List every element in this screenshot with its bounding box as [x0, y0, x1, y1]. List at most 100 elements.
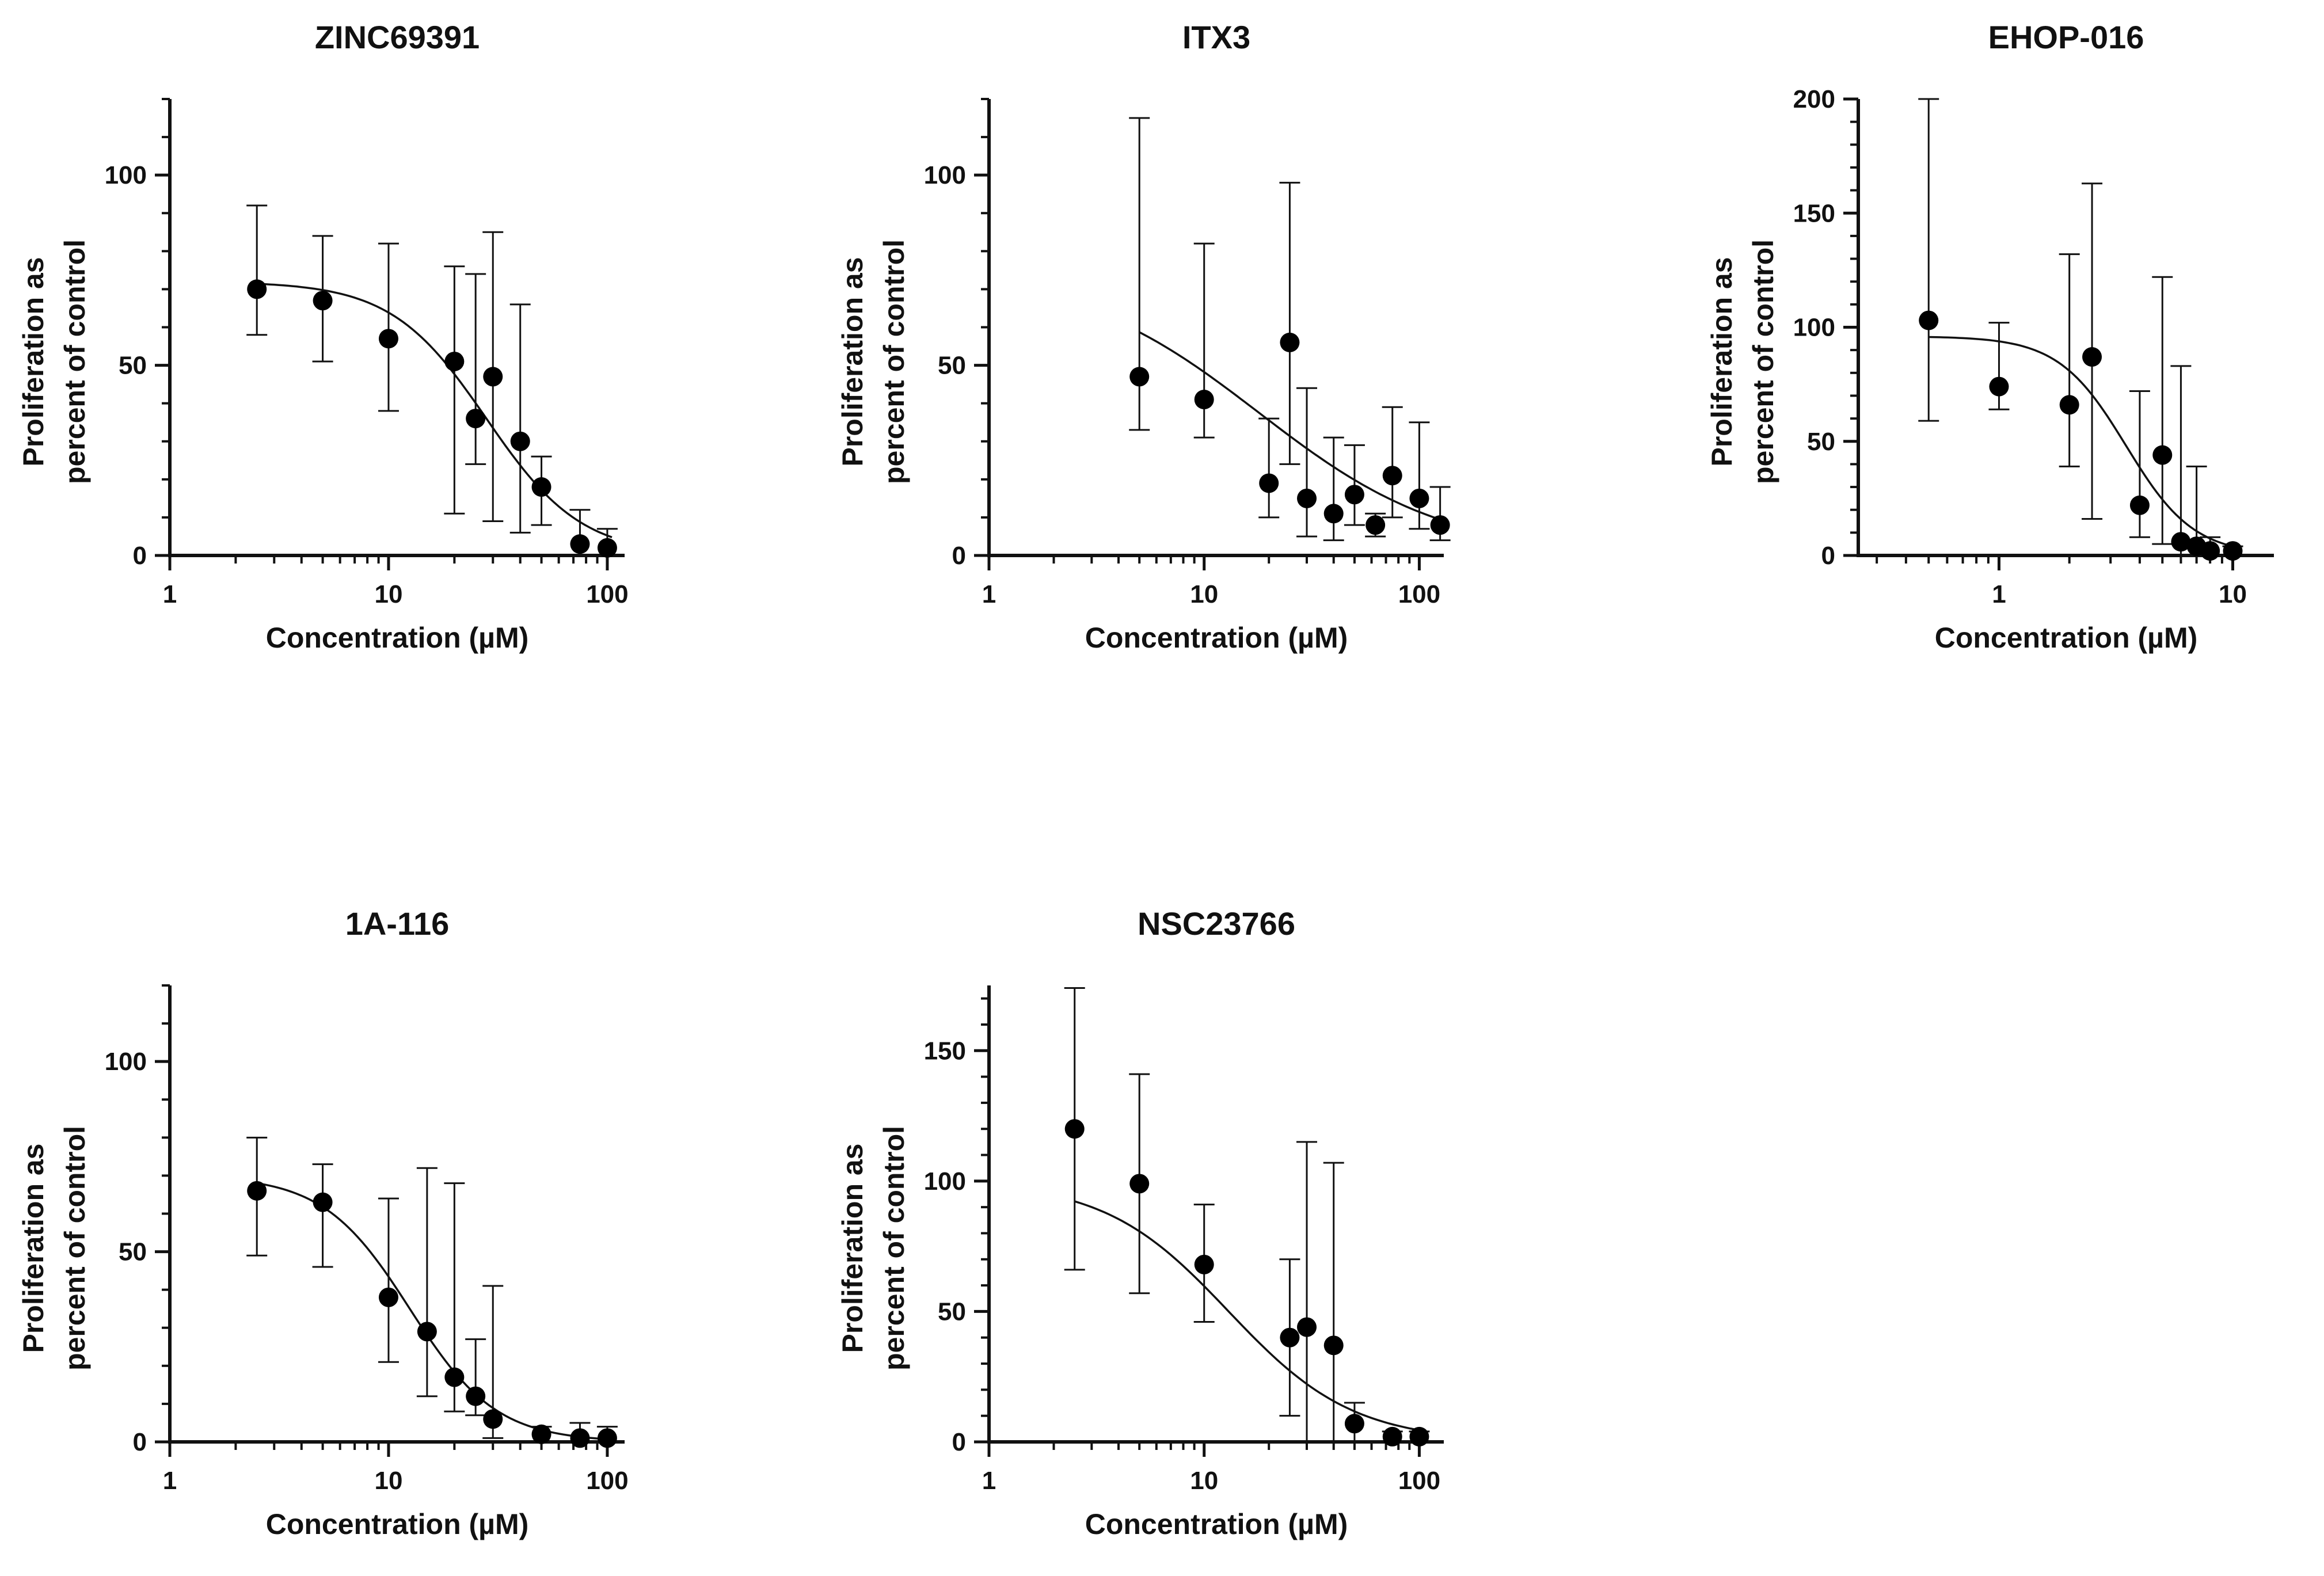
x-axis-label: Concentration (µM)	[266, 622, 529, 654]
y-tick-label: 150	[924, 1037, 966, 1065]
x-tick-label: 100	[586, 580, 628, 608]
y-axis-label-line-2: percent of control	[878, 239, 910, 484]
chart-panel-4: 1A-116 0 50 100 1 10 100 Concentration (µM) Prol…	[17, 905, 629, 1540]
data-point	[466, 409, 486, 429]
y-tick-label: 0	[133, 1428, 147, 1456]
data-point	[597, 538, 617, 558]
x-tick-label: 1	[163, 1467, 177, 1495]
data-point	[597, 1428, 617, 1448]
chart-title: ZINC69391	[315, 19, 480, 55]
data-point	[1409, 1426, 1429, 1446]
x-axis-label: Concentration (µM)	[1085, 622, 1348, 654]
y-axis-label: Proliferation as percent of control	[836, 1126, 910, 1371]
x-tick-label: 100	[1398, 580, 1440, 608]
x-tick-label: 1	[982, 1467, 996, 1495]
y-axis-label-line-2: percent of control	[878, 1126, 910, 1371]
data-point	[531, 1424, 551, 1444]
chart-title: 1A-116	[345, 905, 450, 942]
y-tick-label: 0	[952, 1428, 966, 1456]
x-tick-label: 1	[163, 580, 177, 608]
y-axis-label: Proliferation as percent of control	[17, 239, 91, 484]
y-tick-label: 100	[105, 161, 147, 189]
y-tick-label: 100	[924, 1167, 966, 1196]
x-tick-label: 100	[586, 1467, 628, 1495]
data-point	[417, 1322, 437, 1342]
data-point	[1323, 504, 1344, 524]
data-point	[1297, 488, 1317, 508]
y-tick-label: 50	[1807, 428, 1835, 456]
data-point	[510, 431, 530, 451]
data-point	[378, 1287, 398, 1307]
fit-curve	[257, 283, 613, 539]
data-point	[247, 279, 267, 299]
chart-title: NSC23766	[1138, 905, 1295, 942]
x-tick-label: 10	[2219, 580, 2247, 608]
fit-curve	[1074, 1200, 1420, 1432]
data-point	[2171, 532, 2191, 552]
data-point	[1280, 332, 1300, 352]
data-point	[1259, 473, 1279, 493]
data-point	[1129, 1174, 1150, 1194]
data-point	[1194, 390, 1214, 410]
x-tick-label: 1	[982, 580, 996, 608]
chart-panel-5: NSC23766 0 50 100 150 1 10 100 Concentration (µM…	[836, 905, 1444, 1540]
data-point	[570, 534, 590, 554]
data-point	[2129, 495, 2150, 515]
data-point	[483, 1409, 503, 1429]
data-point	[1323, 1335, 1344, 1356]
data-point	[1297, 1317, 1317, 1337]
y-axis-label-line-1: Proliferation as	[836, 1144, 869, 1353]
data-point	[1989, 376, 2009, 397]
chart-title: ITX3	[1182, 19, 1250, 55]
y-tick-label: 50	[938, 352, 966, 380]
data-point	[483, 367, 503, 387]
data-point	[1409, 488, 1429, 508]
data-point	[1919, 310, 1939, 330]
data-point	[1129, 367, 1150, 387]
data-point	[1344, 1414, 1364, 1434]
y-tick-label: 50	[119, 1238, 147, 1266]
data-point	[2059, 395, 2079, 415]
data-point	[313, 291, 333, 311]
x-tick-label: 100	[1398, 1467, 1440, 1495]
y-tick-label: 0	[952, 542, 966, 570]
x-tick-label: 10	[374, 580, 402, 608]
y-tick-label: 0	[133, 542, 147, 570]
y-axis-label: Proliferation as percent of control	[17, 1126, 91, 1371]
x-tick-label: 1	[1992, 580, 2006, 608]
x-tick-label: 10	[374, 1467, 402, 1495]
y-tick-label: 100	[105, 1048, 147, 1076]
fit-curve	[1929, 336, 2233, 548]
data-point	[1430, 515, 1450, 535]
data-point	[378, 329, 398, 349]
data-point	[2152, 445, 2173, 465]
y-tick-label: 100	[924, 161, 966, 189]
y-tick-label: 150	[1793, 199, 1835, 227]
data-point	[444, 351, 465, 371]
data-point	[1366, 515, 1386, 535]
chart-title: EHOP-016	[1988, 19, 2144, 55]
y-axis-label-line-1: Proliferation as	[1706, 257, 1738, 467]
y-axis-label-line-1: Proliferation as	[836, 257, 869, 467]
data-point	[2082, 347, 2102, 367]
y-axis-label-line-1: Proliferation as	[17, 1144, 50, 1353]
chart-panel-3: EHOP-016 0 50 100 150 200 1 10 Concentration (µM…	[1706, 19, 2274, 654]
x-axis-label: Concentration (µM)	[1085, 1508, 1348, 1540]
y-tick-label: 0	[1821, 542, 1835, 570]
y-axis-label-line-1: Proliferation as	[17, 257, 50, 467]
y-axis-label-line-2: percent of control	[1747, 239, 1779, 484]
data-point	[444, 1367, 465, 1387]
y-tick-label: 200	[1793, 85, 1835, 113]
x-tick-label: 10	[1190, 1467, 1218, 1495]
data-point	[570, 1428, 590, 1448]
y-tick-label: 100	[1793, 314, 1835, 342]
data-point	[1382, 466, 1402, 486]
data-point	[1194, 1254, 1214, 1274]
chart-panel-1: ZINC69391 0 50 100 1 10 100 Concentration (µM) P…	[17, 19, 629, 654]
y-axis-label-line-2: percent of control	[59, 239, 91, 484]
data-point	[1280, 1327, 1300, 1347]
data-point	[466, 1386, 486, 1406]
x-axis-label: Concentration (µM)	[1935, 622, 2198, 654]
x-tick-label: 10	[1190, 580, 1218, 608]
